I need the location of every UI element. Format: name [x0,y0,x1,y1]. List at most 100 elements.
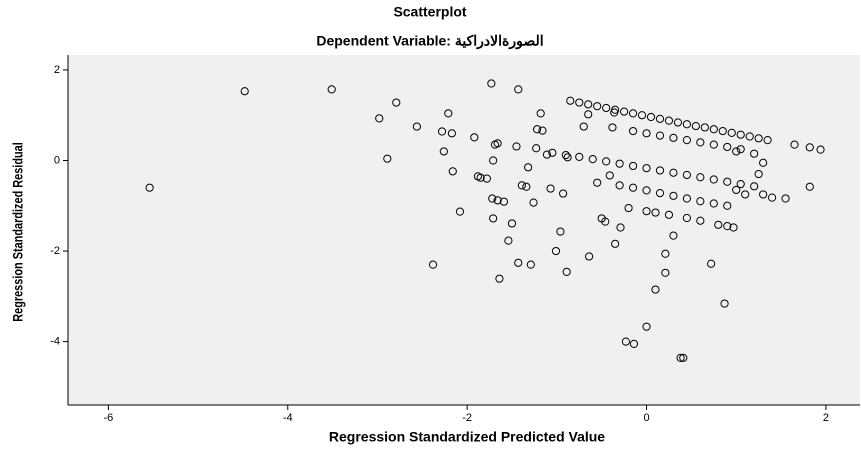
point [707,259,716,268]
point [651,208,660,217]
point [655,166,665,175]
point [455,207,465,216]
point [601,217,610,226]
point [673,118,683,127]
point [732,185,741,195]
point [637,111,647,120]
point [709,199,718,208]
point [585,252,594,261]
point [696,138,705,147]
point [621,337,630,346]
point [691,121,700,131]
plot-area [68,55,860,405]
point [551,246,561,256]
point [723,177,732,186]
point [816,145,825,154]
x-tick-label: 0 [643,412,649,424]
point [512,142,521,151]
point [763,136,772,145]
point [448,167,457,176]
point [655,131,665,140]
point [781,194,790,203]
point [616,223,625,232]
point [542,150,552,159]
point [444,109,453,118]
point [729,223,738,232]
point [723,201,732,210]
point [655,114,665,123]
point [495,274,504,283]
point [584,110,593,119]
point [575,98,584,107]
point [487,79,496,88]
point [514,258,523,267]
point [556,227,565,236]
point [759,190,768,199]
y-axis-label: Regression Standardized Residual [10,142,26,322]
point [628,183,638,192]
point [602,157,611,166]
point [709,125,718,134]
point [682,213,691,223]
point [514,85,523,94]
point [524,163,533,172]
point [750,149,759,158]
x-tick-label: -2 [462,412,472,424]
point [575,152,584,161]
point [736,179,745,189]
point [538,126,547,135]
point [533,125,542,134]
point [628,161,638,171]
point [470,133,479,142]
point [566,96,575,105]
point [611,239,620,248]
point [679,353,688,363]
point [476,173,485,182]
point [383,154,392,163]
y-tick-label: -4 [50,336,60,348]
chart-title: Scatterplot [393,4,466,20]
point [532,144,541,153]
point [718,126,727,136]
point [642,186,651,195]
point [536,109,545,118]
point [522,182,531,191]
point [489,214,498,223]
point [682,194,691,203]
point [602,103,611,113]
point [651,285,660,294]
point [646,112,656,122]
point [145,183,154,192]
point [696,197,705,206]
point [696,173,705,182]
point [682,120,691,129]
point [526,260,535,269]
point [447,129,456,138]
point [790,140,799,149]
point [624,203,633,213]
x-tick-label: 2 [823,412,829,424]
point [439,147,448,156]
point [499,197,509,206]
point [593,178,602,187]
point [629,339,639,348]
point [561,150,570,160]
point [628,126,638,136]
point [669,191,678,200]
point [392,98,401,107]
point [741,190,750,199]
point [767,193,777,202]
point [517,181,526,190]
point [754,169,763,179]
x-tick-label: -4 [283,412,293,424]
point [489,156,498,165]
point [750,182,759,191]
point [642,322,651,331]
point [664,210,674,219]
point [593,102,602,111]
point [493,139,502,148]
point [709,175,718,184]
point [682,136,691,145]
point [240,87,249,96]
